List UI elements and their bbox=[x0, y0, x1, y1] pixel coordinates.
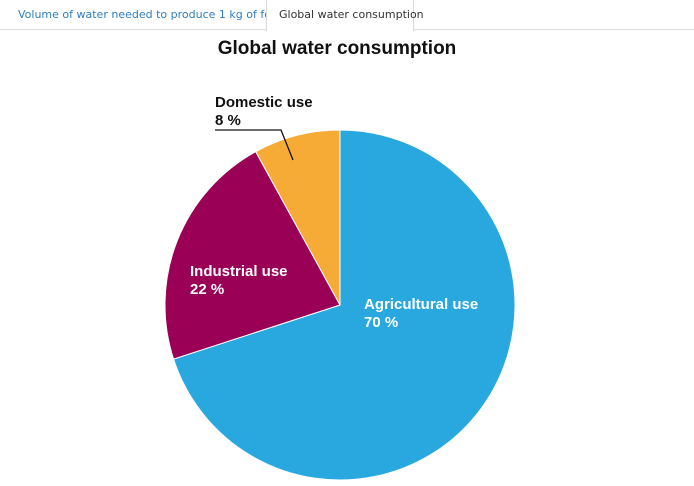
pie-slice-agricultural-use bbox=[172, 129, 516, 481]
slice-label-domestic-use: Domestic use bbox=[215, 94, 313, 111]
slice-value-industrial-use: 22 % bbox=[190, 281, 224, 298]
slice-value-agricultural-use: 70 % bbox=[364, 314, 398, 331]
pie-slice-domestic-use bbox=[255, 129, 341, 306]
tab-global-water-consumption[interactable]: Global water consumption bbox=[266, 0, 424, 31]
pie-slice-industrial-use bbox=[164, 150, 341, 360]
chart-title: Global water consumption bbox=[217, 38, 457, 59]
tab-bar: Volume of water needed to produce 1 kg o… bbox=[0, 0, 694, 31]
tab-food-water-volume[interactable]: Volume of water needed to produce 1 kg o… bbox=[18, 8, 285, 21]
slice-label-agricultural-use: Agricultural use bbox=[364, 296, 478, 313]
slice-label-industrial-use: Industrial use bbox=[190, 263, 288, 280]
domestic-use-leader-line bbox=[215, 129, 294, 161]
slice-value-domestic-use: 8 % bbox=[215, 112, 241, 129]
